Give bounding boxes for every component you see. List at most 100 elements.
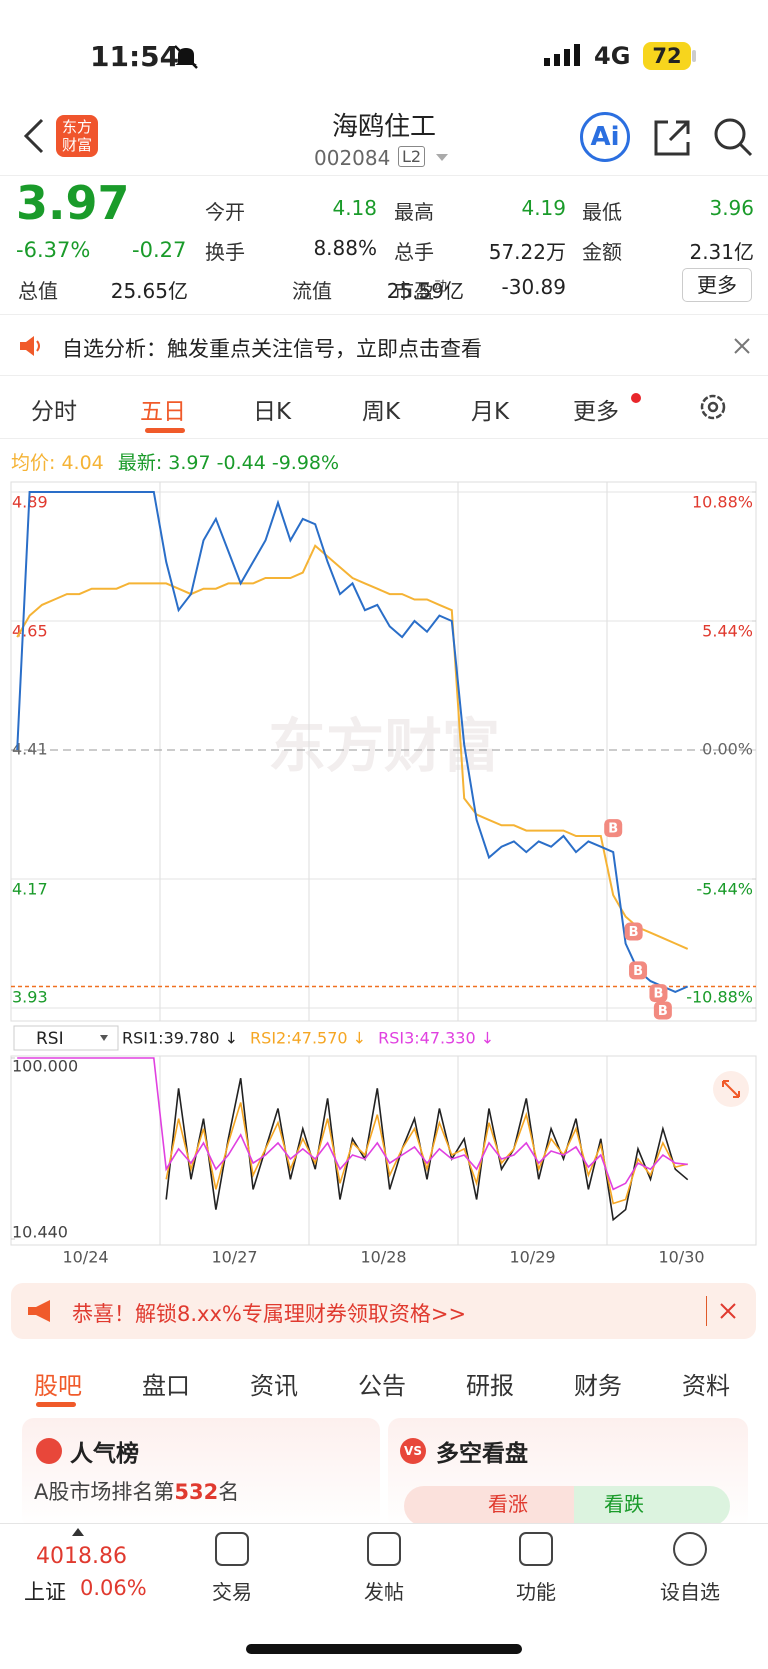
field-value: 2.31亿	[689, 240, 754, 264]
dropdown[interactable]	[436, 154, 448, 162]
chart-frame	[10, 481, 757, 1022]
field-label: 流值	[292, 279, 332, 303]
nav-icon[interactable]	[519, 1532, 553, 1566]
content-tab[interactable]: 财务	[574, 1372, 622, 1400]
rank-suffix: 名	[218, 1480, 240, 1504]
buy-marker	[653, 1001, 672, 1020]
nav-icon[interactable]	[215, 1532, 249, 1566]
close-notice[interactable]	[734, 338, 750, 354]
rank-prefix: A股市场排名第	[34, 1480, 175, 1504]
field-label: 最低	[582, 200, 622, 224]
y-tick-label: 4.17	[12, 880, 48, 899]
home-indicator	[246, 1644, 522, 1654]
y-tick-label: 4.41	[12, 740, 48, 759]
rsi-line	[165, 1078, 689, 1222]
last-label: 最新:	[117, 452, 163, 474]
banner[interactable]	[11, 1283, 756, 1339]
y-tick-label: 4.65	[12, 622, 48, 641]
x-tick-label: 10/28	[360, 1248, 406, 1267]
content-tab[interactable]: 公告	[358, 1372, 406, 1400]
banner-text[interactable]: 恭喜！解锁8.xx%专属理财券领取资格>>	[72, 1302, 467, 1326]
battery-tip	[692, 50, 696, 62]
field-value: 3.96	[709, 196, 754, 220]
index-name[interactable]: 上证	[24, 1580, 66, 1604]
period-tab[interactable]: 更多	[573, 399, 619, 425]
content-tab[interactable]: 资讯	[250, 1372, 298, 1400]
up-bar[interactable]	[404, 1486, 574, 1526]
notice-text[interactable]: 自选分析：触发重点关注信号，立即点击查看	[62, 337, 482, 361]
rsi-frame	[10, 1055, 757, 1246]
field-label: 换手	[205, 240, 245, 264]
share-button[interactable]	[652, 118, 692, 158]
settings-button[interactable]	[698, 392, 728, 422]
more-button[interactable]: 更多	[682, 268, 752, 302]
period-tab[interactable]: 五日	[140, 399, 186, 425]
field-label: 总手	[394, 240, 434, 264]
battery: 72	[643, 42, 691, 70]
tab-underline	[145, 428, 185, 433]
last-value: 3.97	[168, 452, 211, 474]
down-bar[interactable]	[574, 1486, 730, 1526]
field-value: 57.22万	[488, 240, 566, 264]
app-logo: 东方财富	[56, 115, 98, 157]
y-tick-label: 3.93	[12, 988, 48, 1007]
buy-marker-label: B	[608, 822, 618, 837]
buy-marker-label: B	[629, 925, 639, 940]
rsi-tick-label: 100.000	[12, 1057, 78, 1076]
network: 4G	[594, 42, 631, 70]
divider	[0, 175, 768, 176]
nav-icon[interactable]	[367, 1532, 401, 1566]
content-tab[interactable]: 股吧	[34, 1372, 82, 1400]
banner-icon	[28, 1300, 50, 1322]
rsi-readout: RSI1:39.780 ↓	[122, 1029, 238, 1048]
expand-icon	[722, 1080, 740, 1098]
change: -0.27	[132, 238, 187, 262]
ai-button[interactable]: Ai	[580, 112, 630, 162]
buy-marker	[624, 922, 643, 941]
divider	[0, 438, 768, 439]
rsi-selector	[13, 1025, 119, 1051]
period-tab[interactable]: 分时	[31, 399, 77, 425]
nav-icon[interactable]	[673, 1532, 707, 1566]
back-button[interactable]	[22, 118, 46, 154]
banner-close[interactable]	[720, 1303, 736, 1319]
y2-tick-label: 0.00%	[702, 740, 753, 759]
x-tick-label: 10/30	[658, 1248, 704, 1267]
rsi-selector-arrow	[100, 1035, 108, 1041]
period-tab[interactable]: 周K	[361, 399, 401, 425]
period-tab[interactable]: 日K	[252, 399, 292, 425]
signal-icon	[544, 44, 580, 66]
subtab-underline	[36, 1402, 76, 1407]
field-label: 总值	[18, 279, 58, 303]
field-label-sup: 动	[434, 279, 448, 295]
content-tab[interactable]: 资料	[682, 1372, 730, 1400]
field-label: 金额	[582, 240, 622, 264]
period-tab[interactable]: 月K	[470, 399, 510, 425]
rank-text: A股市场排名第532名	[34, 1476, 239, 1506]
separator	[706, 1296, 707, 1326]
down-label: 看跌	[604, 1492, 644, 1516]
x-tick-label: 10/24	[62, 1248, 108, 1267]
index-change[interactable]: 0.06%	[80, 1576, 147, 1600]
nav-label[interactable]: 发帖	[364, 1580, 404, 1604]
x-tick-label: 10/27	[211, 1248, 257, 1267]
content-tab[interactable]: 研报	[466, 1372, 514, 1400]
level-badge: L2	[398, 146, 426, 167]
field-value: 25.59亿	[386, 279, 464, 303]
nav-label[interactable]: 交易	[212, 1580, 252, 1604]
index-value[interactable]: 4018.86	[36, 1544, 127, 1569]
nav-label[interactable]: 功能	[516, 1580, 556, 1604]
buy-marker	[604, 819, 623, 838]
stock-code: 002084	[314, 146, 391, 170]
nav-label[interactable]: 设自选	[660, 1580, 720, 1604]
buy-marker-label: B	[658, 1004, 668, 1019]
divider	[0, 314, 768, 315]
search-button[interactable]	[712, 116, 754, 158]
field-value: 4.18	[332, 196, 377, 220]
series-line	[16, 544, 689, 950]
rank-card[interactable]	[22, 1418, 380, 1528]
up-label: 看涨	[488, 1492, 528, 1516]
content-tab[interactable]: 盘口	[142, 1372, 190, 1400]
field-value: -30.89	[501, 275, 566, 299]
field-value: 8.88%	[313, 236, 377, 260]
